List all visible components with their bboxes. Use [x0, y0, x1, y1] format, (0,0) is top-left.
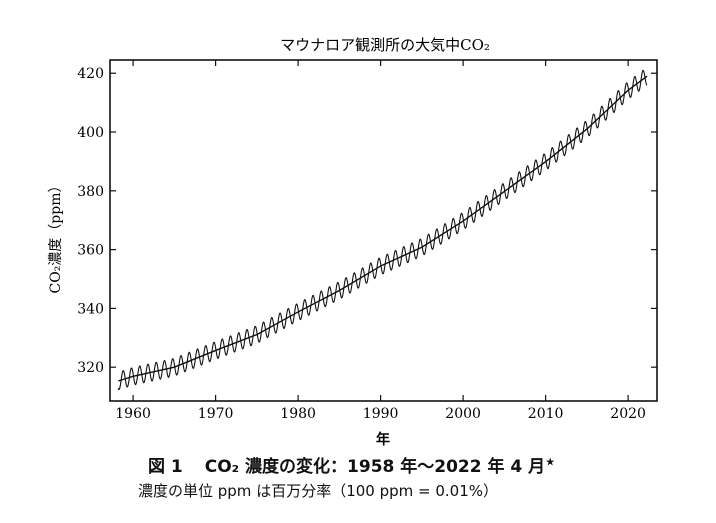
figure-caption: 図 1 CO₂ 濃度の変化：1958 年～2022 年 4 月★: [148, 452, 555, 477]
y-tick-label: 420: [77, 66, 104, 82]
y-tick-label: 340: [77, 301, 104, 317]
x-tick-label: 2020: [610, 406, 646, 422]
series-seasonal-line: [117, 69, 648, 391]
y-tick-label: 400: [77, 125, 104, 141]
plot-frame: [109, 59, 658, 402]
star-mark: ★: [545, 455, 556, 469]
series-trend-line: [118, 75, 648, 382]
figure-number: 図 1: [148, 457, 183, 477]
x-tick-label: 1970: [198, 406, 234, 422]
x-tick-label: 1990: [363, 406, 399, 422]
y-tick-label: 380: [77, 184, 104, 200]
x-tick-label: 1960: [115, 406, 151, 422]
y-tick-label: 320: [77, 360, 104, 376]
x-tick-label: 1980: [280, 406, 316, 422]
unit-note: 濃度の単位 ppm は百万分率（100 ppm = 0.01%）: [138, 482, 499, 500]
figure-title: CO₂ 濃度の変化：1958 年～2022 年 4 月: [204, 457, 546, 477]
x-tick-label: 2010: [528, 406, 564, 422]
x-axis-label: 年: [376, 431, 390, 448]
chart-title: マウナロア観測所の大気中CO₂: [280, 36, 490, 54]
y-tick-label: 360: [77, 243, 104, 259]
x-tick-label: 2000: [445, 406, 481, 422]
y-axis-label: CO₂濃度（ppm）: [48, 178, 64, 293]
